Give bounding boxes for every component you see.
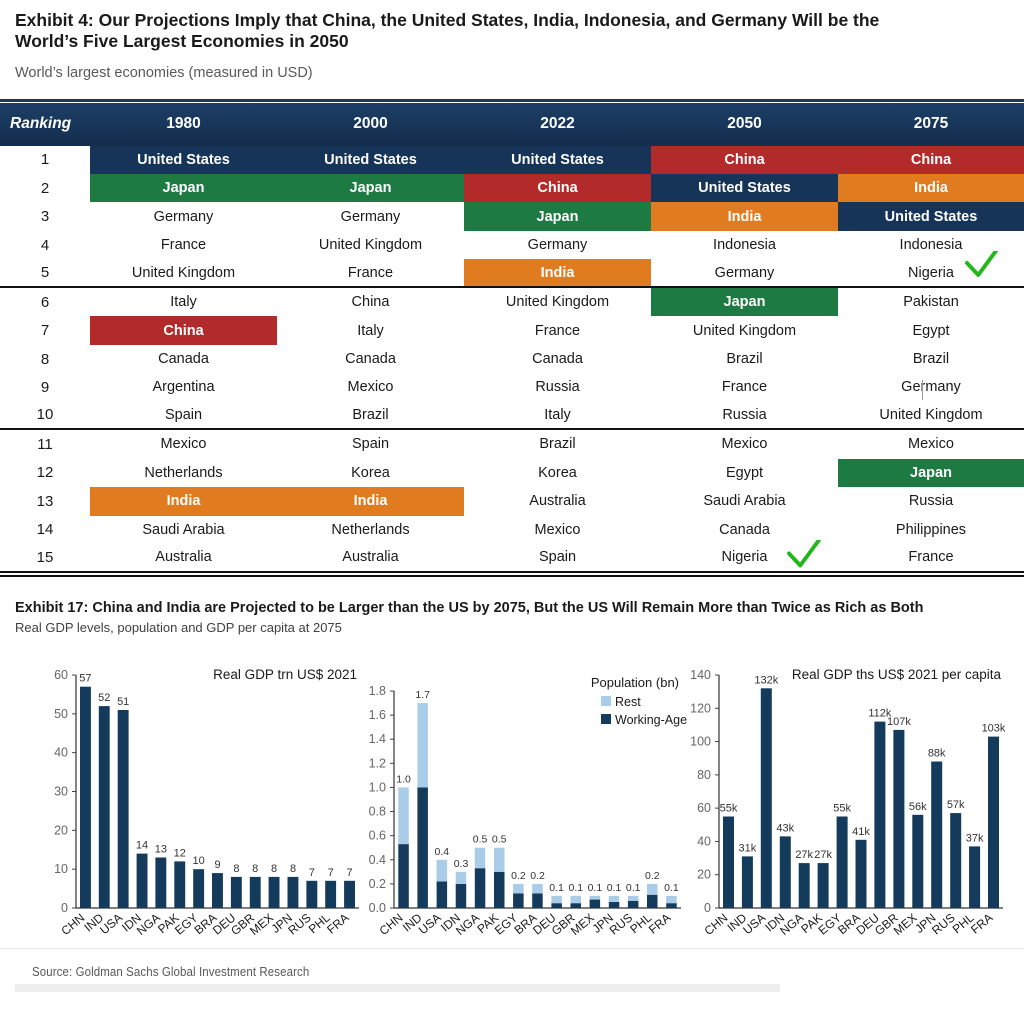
svg-text:0.1: 0.1	[664, 882, 679, 894]
svg-text:120: 120	[690, 701, 711, 715]
svg-text:51: 51	[117, 696, 129, 708]
svg-text:57: 57	[79, 673, 91, 685]
svg-text:7: 7	[309, 867, 315, 879]
svg-text:132k: 132k	[754, 674, 778, 686]
svg-text:1.4: 1.4	[369, 732, 386, 746]
svg-text:7: 7	[328, 867, 334, 879]
svg-text:0.2: 0.2	[369, 877, 386, 891]
svg-text:FRA: FRA	[646, 911, 673, 937]
svg-text:0.8: 0.8	[369, 805, 386, 819]
svg-text:103k: 103k	[982, 723, 1006, 735]
svg-text:1.0: 1.0	[396, 773, 411, 785]
svg-text:10: 10	[192, 855, 204, 867]
svg-text:60: 60	[54, 668, 68, 682]
svg-text:0.2: 0.2	[530, 870, 545, 882]
svg-text:0.5: 0.5	[492, 834, 507, 846]
svg-text:20: 20	[697, 868, 711, 882]
svg-text:57k: 57k	[947, 799, 965, 811]
svg-text:14: 14	[136, 840, 148, 852]
svg-text:0.1: 0.1	[588, 882, 603, 894]
svg-text:1.6: 1.6	[369, 708, 386, 722]
svg-text:0.1: 0.1	[607, 882, 622, 894]
svg-text:27k: 27k	[795, 849, 813, 861]
svg-text:0.4: 0.4	[434, 846, 449, 858]
svg-text:55k: 55k	[833, 803, 851, 815]
svg-text:100: 100	[690, 735, 711, 749]
svg-text:80: 80	[697, 768, 711, 782]
svg-text:1.8: 1.8	[369, 684, 386, 698]
svg-text:20: 20	[54, 823, 68, 837]
svg-text:107k: 107k	[887, 716, 911, 728]
svg-text:1.0: 1.0	[369, 780, 386, 794]
svg-text:0.0: 0.0	[369, 901, 386, 915]
svg-text:41k: 41k	[852, 826, 870, 838]
svg-text:8: 8	[290, 863, 296, 875]
svg-text:10: 10	[54, 862, 68, 876]
svg-text:27k: 27k	[814, 849, 832, 861]
svg-text:0.2: 0.2	[645, 870, 660, 882]
svg-text:0.1: 0.1	[626, 882, 641, 894]
svg-text:0.3: 0.3	[454, 858, 469, 870]
svg-text:Working-Age: Working-Age	[615, 713, 687, 727]
svg-text:50: 50	[54, 707, 68, 721]
svg-text:Population (bn): Population (bn)	[591, 675, 679, 690]
svg-text:60: 60	[697, 801, 711, 815]
svg-text:0.6: 0.6	[369, 829, 386, 843]
svg-text:Real GDP ths US$ 2021 per capi: Real GDP ths US$ 2021 per capita	[792, 667, 1002, 682]
svg-text:43k: 43k	[776, 822, 794, 834]
svg-text:FRA: FRA	[968, 911, 995, 937]
svg-text:0: 0	[704, 901, 711, 915]
svg-text:0: 0	[61, 901, 68, 915]
svg-text:8: 8	[233, 863, 239, 875]
svg-text:55k: 55k	[720, 803, 738, 815]
svg-text:0.5: 0.5	[473, 834, 488, 846]
svg-text:31k: 31k	[739, 842, 757, 854]
svg-text:0.1: 0.1	[568, 882, 583, 894]
svg-text:Real GDP trn US$ 2021: Real GDP trn US$ 2021	[213, 667, 357, 682]
svg-text:0.1: 0.1	[549, 882, 564, 894]
svg-text:1.2: 1.2	[369, 756, 386, 770]
svg-text:FRA: FRA	[324, 911, 351, 937]
svg-text:88k: 88k	[928, 748, 946, 760]
svg-text:8: 8	[271, 863, 277, 875]
svg-text:Rest: Rest	[615, 695, 641, 709]
svg-text:0.2: 0.2	[511, 870, 526, 882]
svg-text:40: 40	[697, 834, 711, 848]
svg-text:52: 52	[98, 692, 110, 704]
svg-text:8: 8	[252, 863, 258, 875]
svg-text:30: 30	[54, 785, 68, 799]
svg-text:1.7: 1.7	[415, 689, 430, 701]
svg-text:37k: 37k	[966, 832, 984, 844]
svg-text:140: 140	[690, 668, 711, 682]
svg-text:56k: 56k	[909, 801, 927, 813]
svg-text:13: 13	[155, 844, 167, 856]
svg-text:9: 9	[214, 859, 220, 871]
svg-text:0.4: 0.4	[369, 853, 386, 867]
svg-text:40: 40	[54, 746, 68, 760]
svg-text:12: 12	[174, 847, 186, 859]
